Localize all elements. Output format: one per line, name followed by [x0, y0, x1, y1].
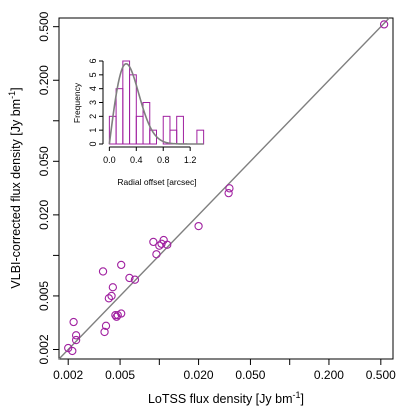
data-point: [152, 250, 161, 259]
data-point: [149, 237, 158, 247]
x-axis-title: LoTSS flux density [Jy bm-1]: [148, 390, 304, 406]
y-tick-label: 0.005: [37, 281, 51, 311]
x-axis-title-text: LoTSS flux density [Jy bm: [148, 392, 293, 406]
inset-y-tick-label: 2: [88, 114, 98, 119]
inset-y-tick-label: 6: [88, 58, 98, 63]
data-point: [117, 309, 126, 318]
inset-x-tick-label: 0.4: [130, 155, 143, 165]
inset-y-tick-label: 0: [88, 141, 98, 146]
inset-y-axis-title: Frequency: [72, 82, 82, 123]
y-axis-title-superscript: -1: [7, 91, 17, 99]
x-tick-label: 0.020: [184, 368, 214, 382]
data-point: [130, 275, 140, 284]
y-axis-title: VLBI-corrected flux density [Jy bm-1]: [7, 87, 23, 288]
x-tick-label: 0.050: [235, 368, 265, 382]
y-axis-title-text: VLBI-corrected flux density [Jy bm: [9, 99, 23, 289]
inset-x-axis-title: Radial offset [arcsec]: [117, 177, 196, 187]
data-point: [224, 188, 233, 198]
data-point: [64, 343, 73, 353]
data-point: [107, 291, 116, 301]
x-tick-label: 0.500: [366, 368, 396, 382]
inset-x-tick-label: 0.8: [157, 155, 170, 165]
x-tick-label: 0.200: [314, 368, 344, 382]
main-plot-frame: [58, 17, 394, 360]
x-tick-label: 0.002: [53, 368, 83, 382]
y-tick-label: 0.500: [37, 11, 51, 41]
data-point: [98, 267, 108, 276]
x-tick-label: 0.005: [105, 368, 135, 382]
y-tick-label: 0.002: [37, 334, 51, 364]
y-tick-label: 0.200: [37, 65, 51, 95]
data-point: [163, 240, 172, 249]
data-point: [104, 294, 113, 303]
data-point: [117, 260, 126, 270]
main-axis-ticks: 0.002 0.005 0.020 0.050 0.200 0.5000.0020.005…: [37, 11, 396, 382]
inset-y-tick-label: 1: [88, 128, 98, 133]
data-point: [225, 184, 234, 193]
inset-histogram: 0.0 0.4 0.8 1.2 0 1 2 3 4 5 6: [72, 48, 212, 190]
inset-y-tick-label: 4: [88, 86, 98, 91]
data-point: [101, 321, 111, 330]
inset-background: [72, 48, 212, 190]
data-point: [194, 221, 203, 231]
y-axis-title-suffix: ]: [9, 87, 23, 90]
fitted-curve: [108, 62, 204, 145]
data-point: [69, 317, 78, 327]
data-point: [111, 310, 120, 320]
inset-y-tick-label: 3: [88, 100, 98, 105]
inset-y-tick-label: 5: [88, 72, 98, 77]
data-point: [71, 335, 81, 345]
data-point: [108, 283, 117, 292]
histogram-bar: [142, 102, 151, 145]
one-to-one-line: [58, 17, 390, 360]
main-plot-layer: [58, 17, 390, 360]
inset-x-tick-label: 1.2: [184, 155, 197, 165]
y-tick-label: 0.050: [37, 146, 51, 176]
data-point: [100, 327, 109, 337]
y-tick-label: 0.020: [37, 200, 51, 230]
x-axis-title-suffix: ]: [301, 392, 304, 406]
x-axis-title-superscript: -1: [293, 390, 301, 400]
data-point: [71, 331, 81, 340]
inset-x-tick-label: 0.0: [103, 155, 116, 165]
data-point: [155, 241, 164, 250]
data-point: [379, 20, 389, 29]
data-point: [125, 273, 134, 283]
data-point: [68, 346, 77, 356]
